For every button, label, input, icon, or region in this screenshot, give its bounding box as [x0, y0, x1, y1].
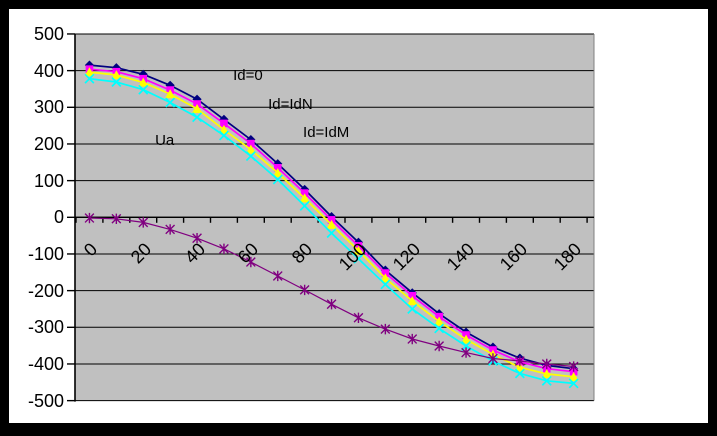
- marker-x: [434, 323, 445, 334]
- marker-square: [300, 189, 309, 197]
- marker-triangle: [353, 245, 364, 255]
- marker-star: [568, 361, 579, 372]
- marker-triangle: [326, 219, 337, 229]
- marker-star: [514, 355, 525, 367]
- marker-triangle: [84, 67, 95, 77]
- marker-star: [407, 333, 418, 345]
- y-axis-tick-label: -100: [27, 243, 64, 264]
- marker-triangle: [514, 362, 525, 372]
- marker-triangle: [192, 103, 203, 113]
- marker-star: [272, 270, 283, 282]
- marker-triangle: [541, 369, 552, 379]
- marker-x: [541, 375, 552, 386]
- marker-star: [138, 217, 149, 228]
- marker-square: [408, 291, 417, 300]
- y-axis-tick-label: 200: [33, 133, 64, 154]
- y-axis-tick-label: -300: [27, 317, 64, 338]
- marker-triangle: [138, 77, 149, 87]
- marker-triangle: [299, 193, 310, 203]
- marker-square: [381, 269, 390, 277]
- marker-star: [353, 312, 364, 323]
- marker-triangle: [111, 70, 122, 80]
- marker-x: [218, 130, 229, 141]
- y-axis-tick-label: -400: [27, 353, 64, 374]
- marker-x: [514, 368, 525, 379]
- marker-triangle: [380, 273, 391, 283]
- marker-triangle: [568, 372, 579, 382]
- marker-square: [220, 119, 228, 128]
- marker-x: [272, 174, 283, 185]
- marker-square: [247, 139, 255, 148]
- marker-star: [299, 284, 310, 296]
- marker-square: [273, 163, 282, 172]
- marker-triangle: [272, 168, 283, 178]
- y-axis-tick-label: 400: [33, 60, 64, 81]
- annotation-ua: Ua: [155, 131, 175, 149]
- marker-x: [84, 73, 95, 84]
- marker-star: [165, 224, 176, 235]
- marker-star: [488, 353, 498, 364]
- y-axis-tick-label: -500: [27, 390, 64, 411]
- annotation-id0: Id=0: [233, 67, 263, 85]
- marker-star: [434, 340, 445, 352]
- y-axis-tick-label: 300: [33, 97, 64, 118]
- marker-star: [192, 233, 202, 244]
- marker-star: [461, 347, 471, 358]
- marker-x: [326, 228, 337, 239]
- y-axis-tick-label: -200: [27, 280, 64, 301]
- y-axis-tick-label: 500: [33, 23, 64, 44]
- marker-star: [84, 212, 95, 224]
- marker-triangle: [245, 144, 256, 154]
- marker-x: [165, 97, 176, 108]
- marker-triangle: [407, 296, 418, 306]
- marker-x: [568, 378, 579, 389]
- marker-x: [192, 112, 203, 123]
- marker-x: [353, 253, 364, 264]
- marker-triangle: [461, 334, 472, 344]
- marker-x: [138, 84, 149, 95]
- y-axis-tick-label: 100: [33, 170, 64, 191]
- marker-triangle: [165, 89, 176, 99]
- marker-x: [245, 151, 256, 162]
- y-axis-tick-label: 0: [53, 207, 64, 228]
- marker-x: [407, 303, 418, 314]
- marker-x: [111, 76, 122, 87]
- marker-triangle: [218, 124, 229, 134]
- marker-star: [541, 358, 552, 370]
- marker-x: [380, 279, 391, 290]
- marker-star: [219, 243, 229, 255]
- marker-x: [299, 200, 310, 211]
- marker-star: [380, 323, 391, 335]
- annotation-idm: Id=IdM: [303, 123, 350, 141]
- marker-star: [326, 299, 337, 310]
- marker-triangle: [434, 316, 445, 326]
- annotation-idn: Id=IdN: [268, 96, 313, 114]
- marker-star: [111, 213, 122, 224]
- marker-star: [245, 256, 256, 268]
